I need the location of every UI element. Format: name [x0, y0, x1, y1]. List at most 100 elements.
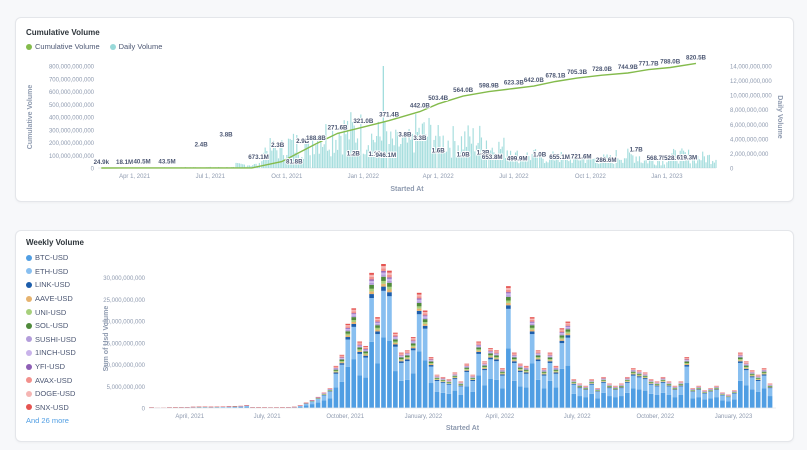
bar-segment-avax-usd — [648, 380, 654, 381]
y-left-tick-label: 600,000,000,000 — [49, 90, 95, 96]
bar-segment-eth-usd — [720, 395, 725, 401]
data-label: 1.0B — [457, 152, 471, 159]
bar-segment-avax-usd — [500, 369, 505, 371]
legend-item-aave-usd[interactable]: AAVE-USD — [26, 292, 76, 306]
bar-segment-aave-usd — [404, 358, 410, 360]
bar-segment-aave-usd — [678, 385, 684, 386]
legend-item-avax-usd[interactable]: AVAX-USD — [26, 373, 76, 387]
bar-segment-uni-usd — [535, 357, 541, 359]
x-tick-label: April, 2022 — [486, 414, 515, 420]
bar-segment-sushi-usd — [351, 315, 357, 318]
bar-segment-eth-usd — [321, 395, 327, 401]
bar-segment-sushi-usd — [743, 364, 749, 366]
legend-more-link[interactable]: And 26 more — [26, 416, 69, 426]
bar-segment-sushi-usd — [416, 301, 422, 303]
bar-segment-sol-usd — [589, 381, 594, 383]
data-label: 2.3B — [271, 142, 285, 149]
legend-item-1inch-usd[interactable]: 1INCH-USD — [26, 346, 76, 360]
bar-segment-sushi-usd — [476, 346, 481, 348]
bar-segment-snx-usd — [381, 264, 386, 267]
legend-item-doge-usd[interactable]: DOGE-USD — [26, 387, 76, 401]
bar-segment-doge-usd — [636, 370, 642, 372]
bar-segment-link-usd — [517, 370, 523, 372]
legend-item-btc-usd[interactable]: BTC-USD — [26, 251, 76, 265]
bar-segment-link-usd — [553, 372, 559, 374]
bar-segment-uni-usd — [404, 357, 410, 359]
bar-segment-sushi-usd — [529, 323, 535, 326]
bar-segment-uni-usd — [387, 286, 392, 290]
bar-segment-link-usd — [381, 286, 386, 291]
legend-item-eth-usd[interactable]: ETH-USD — [26, 265, 76, 279]
legend-item-sol-usd[interactable]: SOL-USD — [26, 319, 76, 333]
bar-segment-uni-usd — [434, 378, 440, 380]
bar-segment-sushi-usd — [517, 366, 523, 368]
legend-item-snx-usd[interactable]: SNX-USD — [26, 401, 76, 415]
bar-segment-link-usd — [595, 391, 600, 392]
bar-segment-uni-usd — [565, 331, 571, 334]
bar-segment-aave-usd — [523, 371, 529, 373]
bar-segment-eth-usd — [678, 386, 684, 395]
bar-segment-avax-usd — [357, 343, 363, 345]
bar-segment-sushi-usd — [630, 371, 636, 372]
legend-item-sushi-usd[interactable]: SUSHI-USD — [26, 333, 76, 347]
bar-segment-sushi-usd — [547, 356, 553, 358]
bar-segment-snx-usd — [422, 310, 428, 312]
legend: BTC-USD ETH-USD LINK-USD AAVE-USD UNI-USD SOL… — [26, 251, 76, 425]
data-label: 528.6M — [664, 155, 685, 162]
bar-segment-sol-usd — [749, 373, 755, 375]
bar-segment-uni-usd — [333, 370, 339, 372]
bar-segment-btc-usd — [601, 392, 606, 408]
legend-item-cumulative-volume[interactable]: Cumulative Volume — [26, 42, 100, 51]
bar-segment-snx-usd — [506, 286, 511, 288]
bar-segment-snx-usd — [630, 368, 636, 369]
bar-segment-doge-usd — [743, 362, 749, 363]
bar-segment-snx-usd — [488, 348, 493, 350]
bar-segment-snx-usd — [452, 372, 458, 374]
bar-segment-link-usd — [339, 363, 345, 365]
chart-title: Cumulative Volume — [26, 28, 100, 37]
bar-segment-doge-usd — [535, 351, 541, 353]
bar-segment-avax-usd — [511, 354, 517, 356]
legend-item-daily-volume[interactable]: Daily Volume — [109, 42, 162, 51]
bar-segment-btc-usd — [345, 366, 351, 408]
bar-segment-snx-usd — [476, 341, 481, 343]
data-label: 598.9B — [479, 83, 499, 90]
bar-segment-avax-usd — [399, 354, 404, 356]
legend-item-uni-usd[interactable]: UNI-USD — [26, 305, 76, 319]
bar-segment-1inch-usd — [541, 370, 547, 372]
bar-segment-btc-usd — [309, 404, 315, 408]
bar-segment-eth-usd — [226, 406, 232, 408]
bar-segment-aave-usd — [470, 379, 476, 380]
bar-segment-avax-usd — [678, 382, 684, 383]
bar-segment-avax-usd — [464, 364, 470, 366]
bar-segment-link-usd — [416, 310, 422, 315]
y-left-tick-label: 300,000,000,000 — [49, 128, 95, 134]
bar-segment-sushi-usd — [636, 373, 642, 374]
legend-item-link-usd[interactable]: LINK-USD — [26, 278, 76, 292]
bar-segment-eth-usd — [244, 405, 250, 407]
bar-segment-eth-usd — [726, 397, 731, 402]
data-label: 568.7M — [647, 155, 668, 162]
bar-segment-eth-usd — [363, 357, 368, 378]
bar-segment-sol-usd — [696, 387, 702, 389]
y-right-tick-label: 6,000,000,000 — [730, 123, 769, 129]
bar-segment-aave-usd — [410, 346, 416, 349]
bar-segment-snx-usd — [517, 363, 523, 365]
bar-segment-avax-usd — [559, 330, 565, 333]
legend-dot-icon — [26, 404, 32, 411]
bar-segment-eth-usd — [422, 328, 428, 361]
bar-segment-1inch-usd — [428, 360, 434, 361]
bar-segment-avax-usd — [660, 377, 666, 379]
legend-label: 1INCH-USD — [35, 348, 76, 358]
bar-segment-eth-usd — [749, 377, 755, 390]
bar-segment-link-usd — [434, 379, 440, 381]
bar-segment-eth-usd — [446, 384, 452, 394]
bar-segment-link-usd — [452, 378, 458, 380]
bar-segment-eth-usd — [410, 350, 416, 374]
legend-item-yfi-usd[interactable]: YFI-USD — [26, 360, 76, 374]
bar-segment-sol-usd — [381, 276, 386, 281]
bar-segment-link-usd — [737, 361, 743, 363]
bar-segment-aave-usd — [642, 377, 648, 379]
bar-segment-eth-usd — [500, 375, 505, 389]
y-right-tick-label: 12,000,000,000 — [730, 79, 772, 85]
